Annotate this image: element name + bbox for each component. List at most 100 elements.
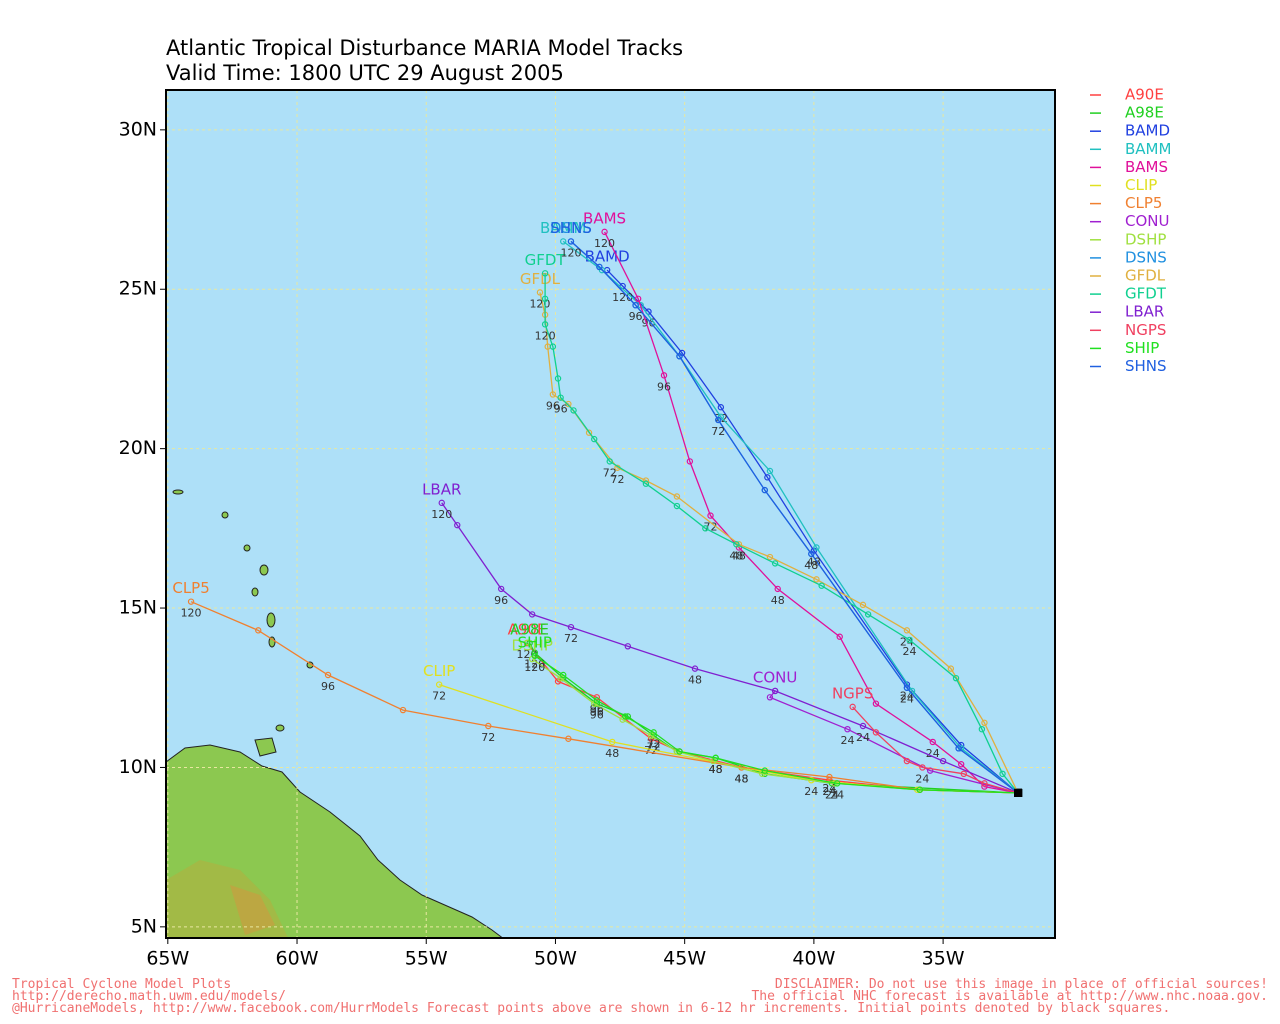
track-point [570,407,577,414]
track-point [541,321,549,328]
footer-left: Tropical Cyclone Model Plots [12,977,231,992]
track-point [919,764,926,771]
hour-label: 48 [605,747,619,760]
track-label: BAMS [583,209,626,227]
track-point [606,458,613,465]
track-point [673,502,681,510]
track-point [836,633,843,640]
hour-label: 72 [647,737,661,750]
track-point [903,757,911,765]
track-point [774,585,781,593]
hour-label: 48 [709,763,723,776]
track-label: SHIP [518,633,552,651]
x-tick-label: 40W [792,948,835,970]
track-point [632,301,639,309]
track-point [978,725,986,733]
track-point [947,665,955,672]
track-point [560,671,567,679]
track-point [660,372,668,379]
hour-label: 48 [688,674,702,687]
track-point [818,582,825,589]
track-point [717,404,725,411]
track-point [255,627,262,634]
track-label: DSNS [550,219,592,237]
track-point [567,238,575,245]
track-point [531,649,538,656]
track-point [541,295,549,303]
hour-label: 120 [612,291,633,304]
track-point [960,770,967,778]
hour-label: 24 [900,693,914,706]
track [190,601,1019,794]
hour-label: 24 [840,734,854,747]
track-point [981,719,988,727]
track-label: DSHP [511,637,552,655]
track-point [650,729,657,736]
track [570,240,1019,794]
hour-label: 24 [903,645,917,658]
track [562,240,1019,794]
track-point [859,601,867,609]
x-tick-label: 50W [534,948,577,970]
hour-label: 48 [709,763,723,776]
track-point [567,623,575,631]
track-point [399,706,407,714]
track-point [981,780,988,787]
legend-label: NGPS [1125,321,1166,339]
y-tick-label: 5N [131,915,157,937]
hour-label: 72 [432,690,446,703]
track-point [849,703,856,711]
hour-label: 24 [900,635,914,648]
track-point [771,560,779,567]
track-point [826,773,833,781]
track-point [712,754,719,762]
track-point [733,541,740,548]
track-point [536,289,544,296]
track-label: SHNS [550,219,592,237]
land [166,489,504,938]
track-label: CLIP [423,662,455,680]
hour-label: 24 [926,747,940,760]
track-point [957,761,965,768]
track-point [764,474,771,481]
track [539,292,1019,794]
track-label: NGPS [832,684,873,702]
track-point [906,636,913,644]
track-point [591,435,598,443]
x-tick-label: 65W [146,948,189,970]
initial-point [1014,788,1023,797]
legend-label: CLIP [1125,176,1157,194]
hour-label: 96 [629,310,643,323]
hour-label: 48 [807,556,821,569]
hour-label: 120 [431,508,452,521]
chart-subtitle: Valid Time: 1800 UTC 29 August 2005 [166,61,564,85]
hour-label: 24 [822,785,836,798]
track-point [864,611,872,618]
track-label: BAMD [585,248,630,266]
hour-label: 48 [732,549,746,562]
legend-label: GFDL [1125,267,1166,285]
track-label: BAMM [540,219,586,237]
track-point [642,480,650,487]
track-point [485,722,492,730]
track-point [557,394,564,401]
track-label: CLP5 [172,579,209,597]
y-tick-label: 25N [119,278,157,300]
hour-label: 48 [804,559,818,572]
track-point [859,722,867,730]
legend-label: CLP5 [1125,194,1162,212]
hour-label: 24 [830,788,844,801]
track-point [454,521,461,529]
legend-label: A90E [1125,86,1164,104]
track-point [761,486,768,494]
frame [165,89,1056,939]
hour-label: 120 [535,329,556,342]
legend-label: DSHP [1125,230,1166,248]
track-label: GFDL [520,270,561,288]
track-point [634,295,642,303]
x-tick-label: 35W [922,948,965,970]
track-point [872,700,880,707]
track-point [766,694,774,701]
hour-label: 24 [804,785,818,798]
track [544,273,1019,794]
